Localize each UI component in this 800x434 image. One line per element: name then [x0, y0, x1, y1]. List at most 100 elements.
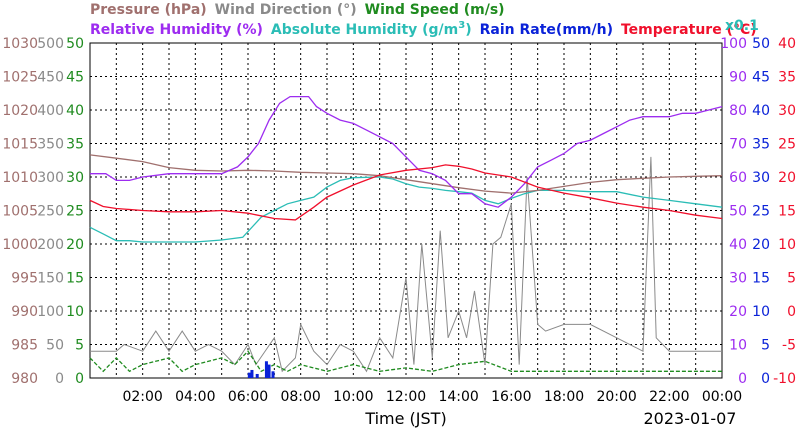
- left-tick-wind-direction: 250: [37, 204, 64, 220]
- x-tick-label: 14:00: [438, 389, 478, 405]
- right-tick-rain-rate: 30: [752, 170, 770, 186]
- left-tick-pressure: 995: [11, 271, 38, 287]
- left-tick-wind-speed: 15: [66, 271, 84, 287]
- legend-row-1: Pressure (hPa) Wind Direction (°) Wind Spe…: [90, 2, 505, 18]
- left-tick-wind-direction: 100: [37, 304, 64, 320]
- right-tick-relative-humidity: 40: [729, 237, 747, 253]
- left-tick-wind-speed: 0: [75, 371, 84, 387]
- left-tick-pressure: 1015: [2, 137, 38, 153]
- right-tick-relative-humidity: 0: [738, 371, 747, 387]
- right-tick-rain-rate: 0: [761, 371, 770, 387]
- right-tick-rain-rate: 25: [752, 204, 770, 220]
- legend-row-2: Relative Humidity (%) Absolute Humidity (…: [90, 20, 757, 38]
- right-tick-relative-humidity: 90: [729, 70, 747, 86]
- rain-rate-bar: [267, 364, 271, 378]
- rain-rate-bar: [255, 373, 259, 378]
- right-tick-rain-rate: 35: [752, 137, 770, 153]
- left-tick-wind-speed: 30: [66, 170, 84, 186]
- left-tick-wind-speed: 45: [66, 70, 84, 86]
- absolute-humidity-line: [89, 176, 723, 243]
- x-tick-label: 22:00: [649, 389, 689, 405]
- right-tick-temperature: 10: [778, 237, 796, 253]
- right-tick-rain-rate: 10: [752, 304, 770, 320]
- left-tick-wind-direction: 450: [37, 70, 64, 86]
- left-tick-wind-speed: 5: [75, 338, 84, 354]
- right-tick-relative-humidity: 100: [720, 36, 747, 52]
- legend-absolute-1: Absolute Humidity (g/m: [271, 22, 458, 38]
- right-tick-temperature: -10: [773, 371, 796, 387]
- right-tick-temperature: 0: [787, 304, 796, 320]
- left-tick-pressure: 1005: [2, 204, 38, 220]
- x-tick-label: 16:00: [491, 389, 531, 405]
- wind-speed-line: [89, 350, 722, 373]
- x-tick-label: 06:00: [228, 389, 268, 405]
- legend-pressure-0: Pressure (hPa): [90, 2, 207, 18]
- rain-rate-bar: [250, 369, 254, 378]
- wind-direction-line: [90, 156, 722, 373]
- left-tick-wind-speed: 10: [66, 304, 84, 320]
- left-tick-pressure: 985: [11, 338, 38, 354]
- pressure-line: [89, 154, 723, 194]
- x-tick-label: 08:00: [280, 389, 320, 405]
- left-tick-wind-direction: 200: [37, 237, 64, 253]
- right-tick-relative-humidity: 60: [729, 170, 747, 186]
- legend-relative-0: Relative Humidity (%): [90, 22, 263, 38]
- left-tick-pressure: 1010: [2, 170, 38, 186]
- right-tick-temperature: 15: [778, 204, 796, 220]
- right-tick-temperature: 35: [778, 70, 796, 86]
- x-tick-label: 04:00: [175, 389, 215, 405]
- left-tick-pressure: 980: [11, 371, 38, 387]
- left-tick-wind-speed: 40: [66, 103, 84, 119]
- x-tick-label: 12:00: [386, 389, 426, 405]
- left-tick-pressure: 1030: [2, 36, 38, 52]
- left-tick-wind-direction: 300: [37, 170, 64, 186]
- right-tick-relative-humidity: 50: [729, 204, 747, 220]
- left-tick-wind-direction: 150: [37, 271, 64, 287]
- temperature-line: [89, 164, 723, 221]
- right-tick-rain-rate: 15: [752, 271, 770, 287]
- right-tick-temperature: -5: [782, 338, 796, 354]
- x-tick-label: 18:00: [544, 389, 584, 405]
- right-tick-relative-humidity: 10: [729, 338, 747, 354]
- rain-rate-bar: [271, 371, 275, 378]
- right-tick-relative-humidity: 80: [729, 103, 747, 119]
- right-tick-rain-rate: 5: [761, 338, 770, 354]
- right-tick-relative-humidity: 20: [729, 304, 747, 320]
- right-tick-rain-rate: 50: [752, 36, 770, 52]
- left-tick-wind-speed: 50: [66, 36, 84, 52]
- x-tick-label: 10:00: [333, 389, 373, 405]
- legend-temperature-3: Temperature (°C): [621, 22, 757, 38]
- left-tick-pressure: 1020: [2, 103, 38, 119]
- left-tick-pressure: 1000: [2, 237, 38, 253]
- left-tick-wind-speed: 20: [66, 237, 84, 253]
- x01-label: x0.1: [725, 18, 759, 34]
- legend-wind-1: Wind Direction (°): [215, 2, 357, 18]
- legend-tail: ): [465, 22, 471, 38]
- left-tick-wind-speed: 35: [66, 137, 84, 153]
- x-tick-label: 20:00: [596, 389, 636, 405]
- legend-sup: 3: [458, 20, 465, 31]
- x-tick-label: 00:00: [702, 389, 742, 405]
- x-tick-label: 02:00: [122, 389, 162, 405]
- right-tick-rain-rate: 45: [752, 70, 770, 86]
- right-tick-temperature: 25: [778, 137, 796, 153]
- right-tick-relative-humidity: 30: [729, 271, 747, 287]
- date-label: 2023-01-07: [644, 409, 737, 428]
- right-tick-rain-rate: 20: [752, 237, 770, 253]
- x-axis-label: Time (JST): [364, 409, 446, 428]
- left-tick-wind-direction: 0: [55, 371, 64, 387]
- legend-rain-2: Rain Rate(mm/h): [480, 22, 613, 38]
- left-tick-wind-speed: 25: [66, 204, 84, 220]
- left-tick-wind-direction: 400: [37, 103, 64, 119]
- right-tick-temperature: 20: [778, 170, 796, 186]
- left-tick-wind-direction: 50: [46, 338, 64, 354]
- rain-rate-bar: [247, 372, 251, 378]
- right-tick-rain-rate: 40: [752, 103, 770, 119]
- left-tick-pressure: 1025: [2, 70, 38, 86]
- relative-humidity-line: [90, 95, 723, 208]
- left-tick-wind-direction: 350: [37, 137, 64, 153]
- legend-wind-2: Wind Speed (m/s): [365, 2, 505, 18]
- left-tick-wind-direction: 500: [37, 36, 64, 52]
- right-tick-temperature: 40: [778, 36, 796, 52]
